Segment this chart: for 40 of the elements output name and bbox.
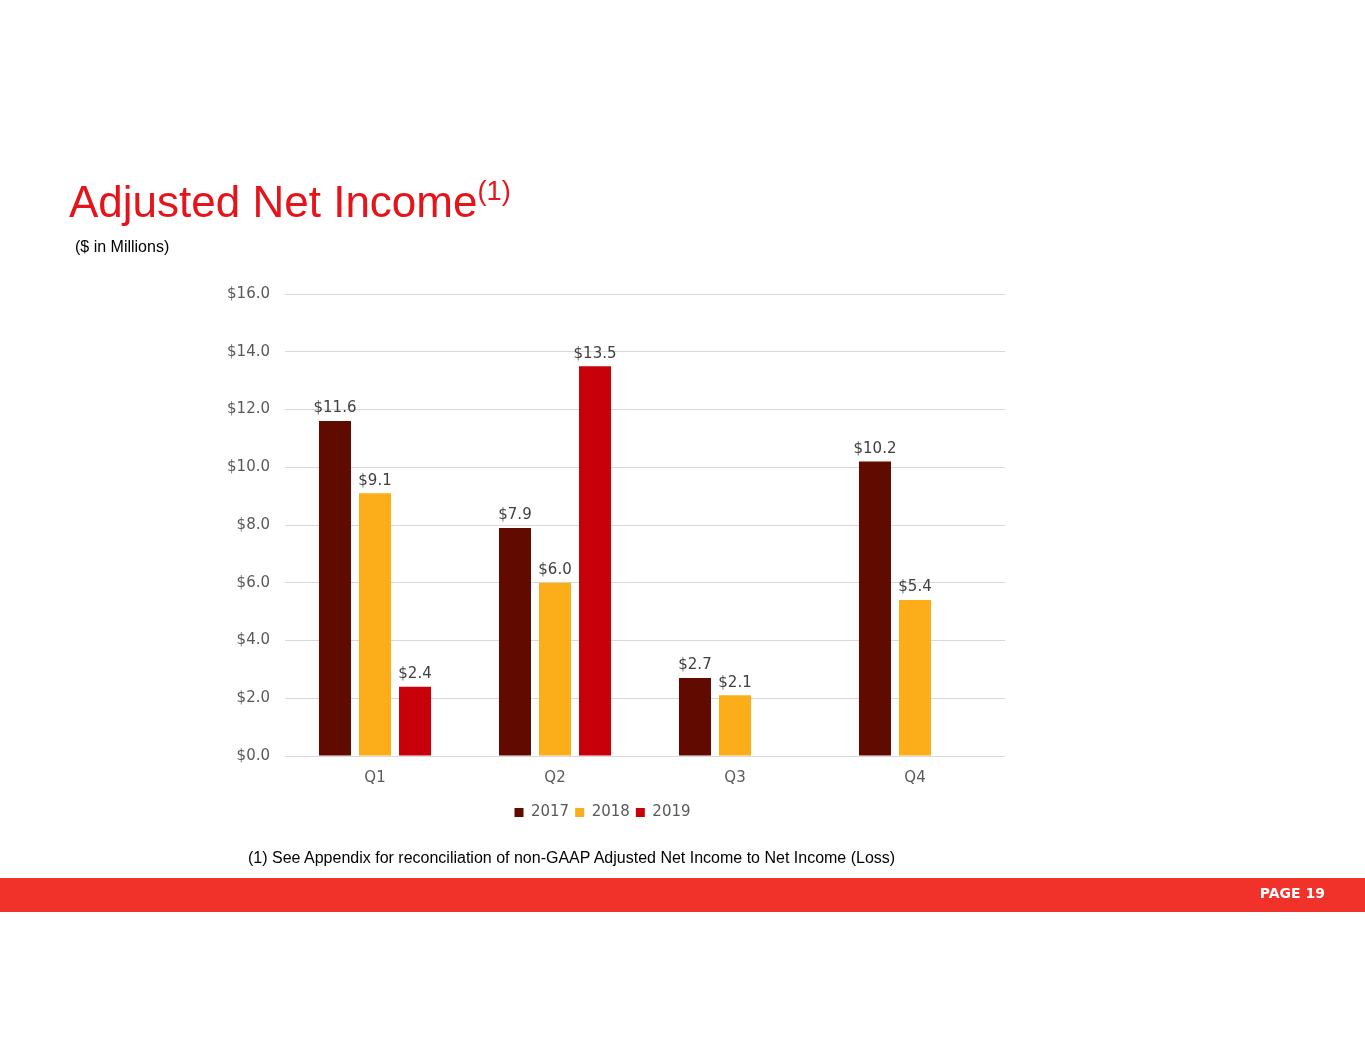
data-label: $2.1 (718, 672, 752, 691)
x-tick-label: Q4 (904, 767, 926, 786)
data-label: $2.4 (398, 664, 432, 683)
bar (898, 600, 932, 756)
y-tick-label: $14.0 (227, 341, 270, 360)
data-label: $6.0 (538, 560, 572, 579)
data-label: $9.1 (358, 470, 392, 489)
data-label: $5.4 (898, 577, 932, 596)
bar (858, 461, 891, 756)
bar (318, 421, 351, 756)
y-tick-label: $2.0 (236, 688, 270, 707)
data-label: $13.5 (573, 343, 617, 362)
text: PAGE 19 (1259, 885, 1325, 901)
text: (1) See Appendix for reconciliation of non-GAAP Adjusted Net Income to Net Income (Loss) (248, 849, 896, 867)
y-tick-label: $6.0 (236, 572, 270, 591)
bar (399, 686, 432, 756)
y-tick-label: $8.0 (236, 514, 270, 533)
bar (498, 527, 531, 756)
x-tick-label: Q3 (724, 767, 746, 786)
x-tick-label: Q2 (544, 767, 566, 786)
data-label: $11.6 (313, 398, 357, 417)
bar (358, 493, 392, 756)
legend-label: 2018 (591, 802, 630, 821)
y-tick-label: $10.0 (227, 457, 270, 476)
text: ($ in Millions) (75, 238, 170, 256)
data-label: $7.9 (498, 505, 532, 524)
x-tick-label: Q1 (364, 767, 386, 786)
y-tick-label: $12.0 (227, 399, 270, 418)
bar (678, 678, 711, 756)
chart-title: Adjusted Net Income$^{(1)}$ (69, 175, 511, 227)
bar (538, 582, 572, 756)
y-tick-label: $16.0 (227, 283, 270, 302)
bar (579, 366, 612, 756)
bar (718, 695, 752, 756)
y-tick-label: $0.0 (236, 745, 270, 764)
data-label: $2.7 (678, 655, 712, 674)
y-tick-label: $4.0 (236, 630, 270, 649)
data-label: $10.2 (853, 438, 897, 457)
legend-label: 2019 (652, 802, 691, 821)
legend-label: 2017 (530, 802, 570, 821)
